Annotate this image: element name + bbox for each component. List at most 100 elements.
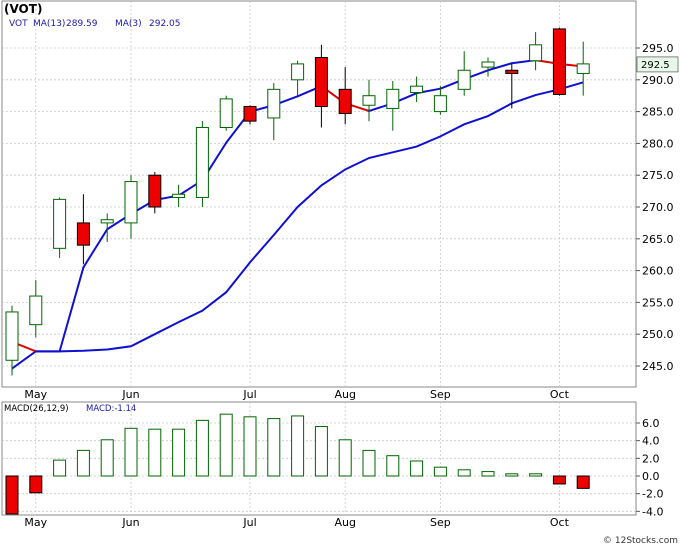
candle <box>362 79 376 122</box>
candle-body <box>314 57 328 108</box>
macd-value-label: MACD:-1.14 <box>86 404 136 414</box>
macd-bar <box>457 469 471 477</box>
candle-body <box>267 88 281 119</box>
macd-bar <box>481 471 495 477</box>
macd-bar <box>195 419 209 477</box>
candle <box>338 67 352 125</box>
macd-bar <box>124 427 138 477</box>
macd-bar <box>362 449 376 477</box>
macd-x-axis: May Jun Jul Aug Sep Oct <box>24 516 569 529</box>
candle-body <box>53 198 67 249</box>
last-price-tag: 292.5 <box>636 56 679 73</box>
last-price-tag-box <box>636 56 679 73</box>
macd-label: MACD(26,12,9) <box>4 404 69 414</box>
macd-x-tick-label: Jul <box>242 516 256 529</box>
macd-bar <box>552 475 566 485</box>
ticker-title: (VOT) <box>4 2 42 16</box>
candle <box>410 76 424 103</box>
macd-bar <box>338 439 352 477</box>
macd-bar <box>53 459 67 477</box>
price-y-tick-label: 295.0 <box>642 42 674 55</box>
legend-ma3-value: 292.05 <box>149 19 181 29</box>
macd-y-tick-label: 0.0 <box>642 470 660 483</box>
macd-bar <box>267 418 281 477</box>
candle <box>243 105 257 125</box>
last-price-tag-value: 292.5 <box>641 60 670 71</box>
price-y-tick-label: 250.0 <box>642 328 674 341</box>
macd-bars <box>5 413 590 515</box>
candle <box>433 86 447 115</box>
candle-body <box>505 69 519 74</box>
macd-bar <box>29 475 43 494</box>
candle-body <box>5 311 19 361</box>
price-x-tick-label: Jun <box>121 388 139 401</box>
candle-body <box>172 193 186 198</box>
candle-body <box>29 295 43 326</box>
legend-ma13-label: MA(13) <box>33 19 65 29</box>
candle-body <box>291 63 305 81</box>
macd-bar <box>5 475 19 515</box>
legend-ma3-label: MA(3) <box>115 19 142 29</box>
candle <box>124 175 138 239</box>
candle <box>505 63 519 109</box>
candle <box>172 184 186 207</box>
price-x-tick-label: Jul <box>242 388 256 401</box>
ma13-polyline <box>11 81 584 370</box>
macd-bar <box>219 413 233 477</box>
candle <box>481 57 495 77</box>
price-y-tick-label: 255.0 <box>642 296 674 309</box>
macd-y-axis: 6.0 4.0 2.0 0.0 -2.0 -4.0 <box>636 417 663 518</box>
price-y-tick-label: 265.0 <box>642 233 674 246</box>
candle-body <box>243 106 257 122</box>
candle <box>53 197 67 258</box>
candle-body <box>195 127 209 198</box>
price-x-tick-label: Oct <box>550 388 570 401</box>
macd-y-tick-label: -2.0 <box>642 488 663 501</box>
candle <box>576 41 590 96</box>
copyright-text: © 12Stocks.com <box>603 536 678 546</box>
price-legend: VOT MA(13) 289.59 MA(3) 292.05 <box>9 19 181 29</box>
macd-bar <box>410 460 424 477</box>
candle-body <box>148 174 162 208</box>
price-candles <box>5 27 590 376</box>
price-x-tick-label: May <box>24 388 47 401</box>
price-y-axis: 245.0 250.0 255.0 260.0 265.0 270.0 275.0 280.0… <box>636 42 674 373</box>
candle <box>552 27 566 96</box>
candle <box>100 213 114 242</box>
price-y-tick-label: 280.0 <box>642 137 674 150</box>
ma3-segment <box>487 62 513 72</box>
candle <box>529 32 543 71</box>
candle-body <box>386 88 400 109</box>
macd-bar <box>76 449 90 477</box>
candle <box>219 95 233 131</box>
candle-body <box>362 95 376 106</box>
candle-body <box>100 219 114 224</box>
macd-bar <box>433 466 447 477</box>
candle-body <box>457 69 471 90</box>
macd-y-tick-label: 2.0 <box>642 452 660 465</box>
macd-y-tick-label: 4.0 <box>642 435 660 448</box>
candle-body <box>433 95 447 113</box>
macd-bar <box>100 439 114 477</box>
macd-bar <box>291 415 305 477</box>
ma3-segment <box>58 266 85 353</box>
price-y-tick-label: 290.0 <box>642 74 674 87</box>
price-y-tick-label: 270.0 <box>642 201 674 214</box>
candle <box>148 172 162 214</box>
macd-x-tick-label: Jun <box>121 516 139 529</box>
macd-bar <box>148 428 162 477</box>
candle <box>386 81 400 131</box>
price-x-tick-label: Aug <box>334 388 355 401</box>
candle-body <box>410 85 424 94</box>
candle <box>5 305 19 376</box>
candle-body <box>76 222 90 246</box>
macd-x-tick-label: Sep <box>430 516 451 529</box>
candle <box>195 121 209 207</box>
legend-symbol: VOT <box>9 19 28 29</box>
candle <box>457 51 471 96</box>
candle <box>291 60 305 96</box>
candle-body <box>552 28 566 95</box>
price-y-tick-label: 285.0 <box>642 106 674 119</box>
macd-y-tick-label: 6.0 <box>642 417 660 430</box>
